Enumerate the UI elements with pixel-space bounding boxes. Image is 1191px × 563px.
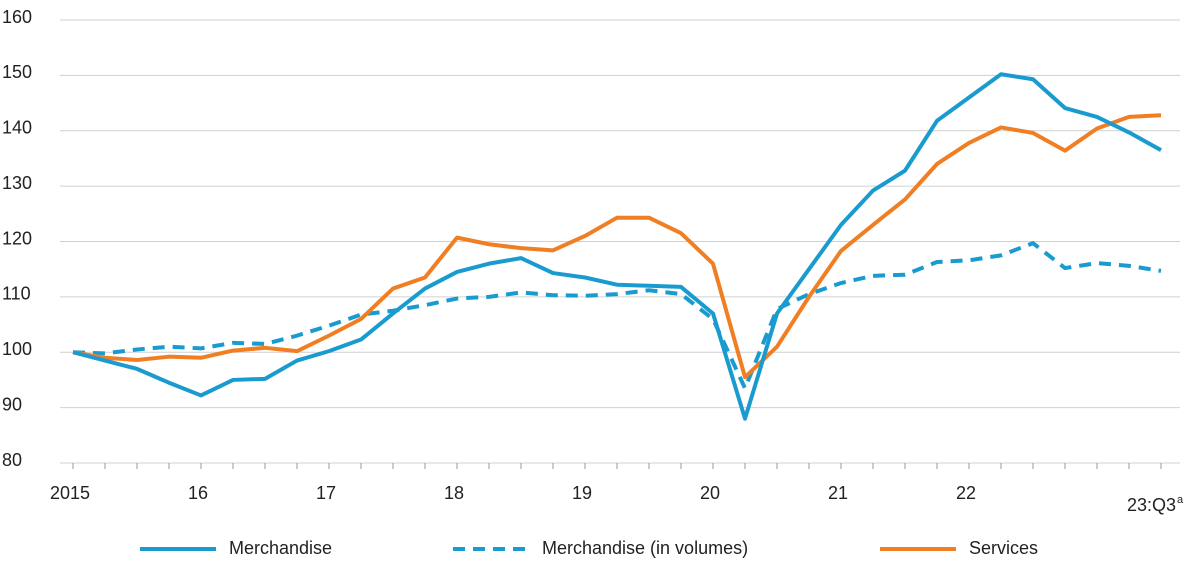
y-tick-label: 120: [2, 228, 32, 248]
y-tick-label: 160: [2, 7, 32, 27]
x-tick-label: 18: [444, 483, 464, 503]
y-tick-label: 80: [2, 450, 22, 470]
legend-label: Merchandise: [229, 538, 332, 558]
x-tick-label: 19: [572, 483, 592, 503]
x-tick-label: 17: [316, 483, 336, 503]
x-tick-label: 21: [828, 483, 848, 503]
y-tick-label: 100: [2, 339, 32, 359]
x-label-note: a: [1177, 494, 1184, 506]
y-tick-label: 90: [2, 394, 22, 414]
y-tick-label: 130: [2, 173, 32, 193]
y-tick-label: 150: [2, 62, 32, 82]
y-tick-label: 140: [2, 118, 32, 138]
legend-label: Merchandise (in volumes): [542, 538, 748, 558]
series-line: [72, 113, 1162, 380]
series-line: [72, 241, 1162, 391]
x-tick-label: 23:Q3: [1127, 495, 1176, 515]
y-tick-label: 110: [2, 284, 31, 304]
legend-label: Services: [969, 538, 1038, 558]
x-tick-label: 2015: [50, 483, 90, 503]
x-tick-label: 22: [956, 483, 976, 503]
x-tick-label: 20: [700, 483, 720, 503]
series-line: [72, 72, 1162, 421]
x-tick-label: 16: [188, 483, 208, 503]
